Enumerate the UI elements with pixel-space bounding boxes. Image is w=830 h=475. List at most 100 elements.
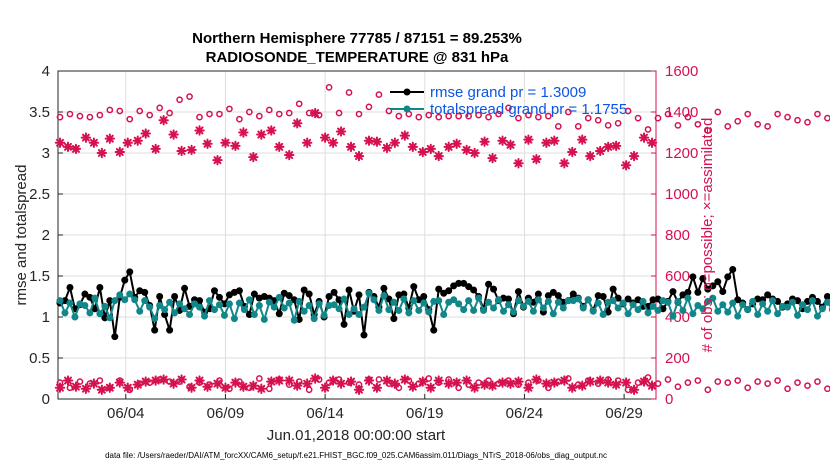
- rmse-point: [704, 285, 712, 293]
- rmse-point: [435, 285, 443, 293]
- rmse-point: [669, 288, 677, 296]
- obs-assimilated-marker: [274, 141, 285, 153]
- obs-possible-marker: [574, 123, 582, 130]
- obs-possible-marker: [515, 114, 522, 122]
- totalspread-point: [156, 302, 164, 310]
- totalspread-point: [475, 294, 483, 302]
- obs-possible-marker: [246, 108, 253, 116]
- obs-assimilated-marker: [158, 115, 169, 126]
- totalspread-point: [529, 307, 537, 315]
- obs-possible-marker: [485, 113, 492, 121]
- totalspread-point: [699, 305, 707, 313]
- totalspread-point: [609, 297, 617, 305]
- obs-assimilated-marker: [104, 382, 116, 393]
- totalspread-point: [435, 297, 443, 305]
- totalspread-point: [210, 306, 218, 314]
- rmse-point: [724, 273, 732, 281]
- totalspread-point: [644, 309, 652, 317]
- obs-possible-marker: [784, 113, 791, 121]
- obs-assimilated-marker: [559, 158, 570, 169]
- rmse-point: [330, 288, 338, 296]
- totalspread-point: [485, 298, 493, 306]
- totalspread-point: [465, 297, 473, 305]
- rmse-point: [355, 291, 363, 299]
- obs-assimilated-marker: [353, 150, 365, 162]
- y-right-tick-label: 1000: [665, 186, 698, 203]
- obs-possible-marker: [186, 93, 193, 100]
- obs-possible-marker: [365, 103, 373, 111]
- totalspread-point: [534, 296, 542, 304]
- legend-rmse-label: rmse grand pr = 1.3009: [430, 84, 586, 101]
- obs-assimilated-marker: [132, 379, 143, 390]
- obs-assimilated-marker: [523, 134, 534, 145]
- obs-assimilated-marker: [150, 143, 161, 155]
- rmse-point: [694, 288, 702, 296]
- obs-possible-marker: [216, 110, 223, 118]
- obs-possible-marker: [385, 107, 393, 115]
- obs-assimilated-marker: [202, 381, 213, 392]
- totalspread-point: [714, 307, 722, 315]
- obs-possible-marker: [126, 115, 134, 123]
- y-left-tick-label: 3: [42, 145, 50, 162]
- obs-assimilated-marker: [248, 380, 259, 391]
- obs-assimilated-marker: [389, 137, 401, 148]
- obs-assimilated-marker: [443, 378, 454, 389]
- obs-assimilated-marker: [186, 382, 197, 393]
- obs-assimilated-marker: [345, 376, 357, 387]
- rmse-point: [235, 287, 243, 295]
- obs-possible-marker: [634, 114, 642, 122]
- obs-possible-marker: [584, 114, 592, 122]
- totalspread-point: [759, 300, 767, 308]
- obs-possible-marker: [604, 121, 612, 129]
- totalspread-point: [106, 314, 114, 322]
- rmse-point: [734, 296, 742, 304]
- obs-assimilated-marker: [292, 380, 303, 391]
- obs-assimilated-marker: [140, 128, 151, 139]
- totalspread-point: [794, 311, 802, 319]
- y-left-tick-label: 2: [42, 227, 50, 244]
- totalspread-point: [240, 306, 248, 314]
- obs-assimilated-marker: [284, 375, 295, 386]
- obs-possible-marker: [694, 120, 702, 128]
- obs-assimilated-marker: [202, 138, 213, 149]
- obs-assimilated-marker: [62, 375, 74, 386]
- totalspread-point: [215, 301, 223, 309]
- obs-assimilated-marker: [461, 375, 472, 386]
- x-tick-label: 06/19: [406, 405, 444, 422]
- obs-possible-marker: [564, 108, 572, 116]
- obs-assimilated-marker: [531, 153, 542, 165]
- obs-assimilated-marker: [646, 380, 658, 391]
- obs-assimilated-marker: [88, 378, 100, 389]
- totalspread-point: [425, 308, 433, 316]
- totalspread-point: [739, 301, 747, 309]
- obs-assimilated-marker: [96, 147, 108, 159]
- totalspread-point: [355, 311, 363, 319]
- obs-possible-marker: [96, 111, 104, 119]
- obs-assimilated-marker: [292, 118, 303, 129]
- totalspread-point: [265, 298, 273, 306]
- obs-possible-marker: [425, 111, 433, 119]
- obs-possible-marker: [794, 116, 801, 124]
- totalspread-point: [509, 308, 517, 316]
- rmse-point: [156, 293, 164, 300]
- obs-possible-marker: [594, 116, 602, 124]
- totalspread-point: [380, 292, 388, 300]
- rmse-point: [111, 333, 119, 341]
- totalspread-point: [744, 306, 752, 314]
- y-right-tick-label: 200: [665, 350, 690, 367]
- obs-assimilated-marker: [256, 383, 267, 394]
- obs-possible-marker: [295, 100, 303, 108]
- obs-assimilated-marker: [284, 149, 295, 161]
- rmse-point: [325, 293, 333, 300]
- totalspread-point: [335, 305, 343, 313]
- totalspread-point: [91, 294, 99, 302]
- chart-title-line1: Northern Hemisphere 77785 / 87151 = 89.2…: [192, 30, 522, 47]
- totalspread-point: [126, 290, 134, 298]
- legend-rmse-swatch-marker: [403, 88, 411, 96]
- obs-assimilated-marker: [523, 382, 534, 393]
- obs-possible-marker: [136, 107, 144, 115]
- obs-possible-marker: [255, 375, 263, 382]
- totalspread-point: [495, 296, 503, 304]
- y-left-tick-label: 4: [42, 63, 50, 80]
